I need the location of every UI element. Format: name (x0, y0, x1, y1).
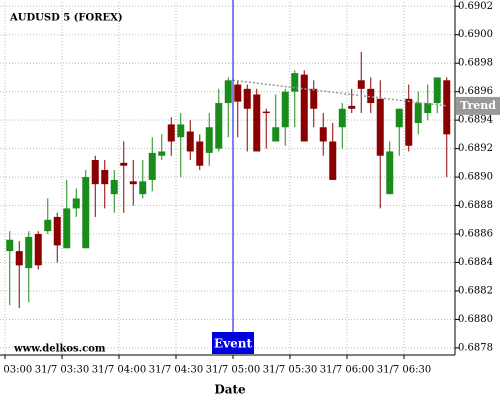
candle-body (91, 159, 99, 185)
y-tick-label: 0.6900 (458, 29, 493, 40)
candle-body (338, 108, 346, 128)
candle-body (167, 124, 175, 142)
y-tick-label: 0.6880 (458, 314, 493, 325)
trend-badge (456, 96, 500, 115)
candle-body (253, 94, 261, 152)
candle-body (367, 88, 375, 104)
y-tick-label: 0.6896 (458, 86, 493, 97)
candle-body (243, 88, 251, 109)
chart-title: AUDUSD 5 (FOREX) (9, 13, 123, 24)
candle-body (129, 181, 137, 185)
candle-body (262, 111, 270, 114)
candle-body (148, 152, 156, 180)
candle-body (310, 88, 318, 109)
event-badge (212, 332, 254, 354)
x-axis-label: Date (214, 383, 246, 397)
x-tick-label: 31/7 06:00 (320, 365, 374, 376)
candle-body (348, 105, 356, 109)
trend-label: Trend (460, 99, 496, 112)
candle-body (205, 127, 213, 153)
candle-body (34, 234, 42, 266)
candle-body (424, 103, 432, 114)
candle-body (395, 108, 403, 128)
y-tick-label: 0.6886 (458, 229, 493, 240)
candle-body (433, 77, 441, 104)
candle-body (281, 91, 289, 128)
candle-body (120, 162, 128, 166)
candle-body (53, 216, 61, 246)
candle-body (272, 127, 280, 142)
x-tick-label: 31/7 04:30 (149, 365, 203, 376)
y-tick-label: 0.6892 (458, 143, 493, 154)
candle-body (376, 98, 384, 156)
y-tick-label: 0.6882 (458, 285, 493, 296)
candle-body (110, 179, 118, 195)
y-tick-label: 0.6878 (458, 342, 493, 353)
candle-body (357, 80, 365, 89)
candle-body (196, 141, 204, 166)
candle-body (224, 80, 232, 104)
x-tick-label: 31/7 03:30 (35, 365, 89, 376)
candle-body (215, 103, 223, 149)
x-tick-label: 31/7 05:00 (206, 365, 260, 376)
candle-body (101, 169, 109, 185)
candle-body (158, 151, 166, 156)
y-tick-label: 0.6898 (458, 58, 493, 69)
candle-body (177, 124, 185, 138)
event-label: Event (214, 337, 252, 351)
candle-body (414, 103, 422, 123)
candle-body (443, 80, 451, 135)
y-tick-label: 0.6902 (458, 1, 493, 12)
x-tick-label: 31/7 06:30 (377, 365, 431, 376)
candle-body (300, 74, 308, 142)
x-tick-label: 31/7 04:00 (92, 365, 146, 376)
candle-body (291, 73, 299, 92)
y-tick-label: 0.6884 (458, 257, 493, 268)
candle-body (405, 98, 413, 146)
candle-body (234, 84, 242, 102)
candle-body (319, 127, 327, 142)
candle-body (25, 236, 33, 269)
candle-body (44, 219, 52, 232)
y-tick-label: 0.6890 (458, 172, 493, 183)
candle-body (72, 198, 80, 209)
candle-body (82, 177, 90, 249)
candle-body (6, 239, 14, 252)
candle-body (15, 251, 23, 266)
watermark: www.delkos.com (13, 344, 106, 355)
y-tick-label: 0.6894 (458, 115, 493, 126)
candle-body (386, 151, 394, 195)
x-tick-label: 31/7 05:30 (263, 365, 317, 376)
candle-body (139, 181, 147, 195)
x-tick-label: 31/7 03:00 (0, 365, 32, 376)
y-tick-label: 0.6888 (458, 200, 493, 211)
candle-body (63, 208, 71, 249)
marks (6, 51, 451, 309)
candle-body (329, 141, 337, 180)
candle-body (186, 131, 194, 152)
